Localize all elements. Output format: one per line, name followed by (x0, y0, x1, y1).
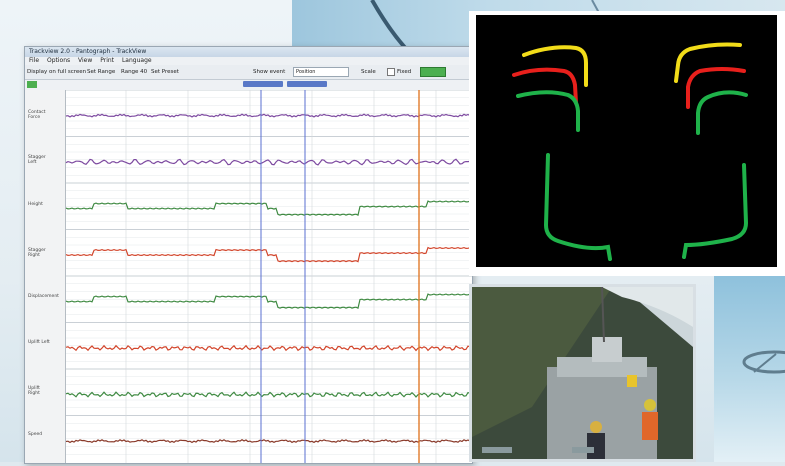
trace-line-4 (65, 293, 472, 309)
signal-traces (65, 90, 472, 463)
menu-view[interactable]: View (78, 57, 93, 64)
menu-language[interactable]: Language (121, 57, 152, 64)
channel-label: Uplift Right (28, 386, 40, 396)
channel-label-column: Contact Force Stagger Left Height Stagge… (25, 90, 66, 463)
green-marker-icon[interactable] (27, 81, 37, 88)
onboard-video-frame (469, 284, 696, 462)
camera-detection-panel (469, 11, 785, 276)
train-roof-video-graphic (472, 287, 693, 459)
green-lower-left (543, 153, 612, 261)
range-button[interactable]: Range 40 (121, 69, 148, 75)
menu-print[interactable]: Print (100, 57, 115, 64)
cursor-marker-button-1[interactable] (243, 81, 283, 87)
trace-line-3 (65, 246, 472, 263)
fullscreen-button[interactable]: Display on full screen (27, 69, 87, 75)
menu-bar: File Options View Print Language (25, 57, 472, 65)
fixed-label: Fixed (397, 69, 412, 75)
scale-label: Scale (361, 69, 376, 75)
red-contour-right (686, 67, 746, 109)
window-title-bar: Trackview 2.0 - Pantograph - TrackView (25, 47, 472, 57)
menu-file[interactable]: File (29, 57, 40, 64)
set-preset-button[interactable]: Set Preset (151, 69, 179, 75)
event-select[interactable]: Position (293, 67, 349, 77)
trace-line-5 (65, 344, 472, 352)
green-lower-right (682, 163, 749, 259)
camera-detection-view (476, 15, 777, 267)
fixed-checkbox[interactable] (387, 68, 395, 76)
channel-label: Stagger Left (28, 155, 46, 165)
trackview-window: Trackview 2.0 - Pantograph - TrackView F… (24, 46, 473, 464)
set-range-button[interactable]: Set Range (87, 69, 116, 75)
channel-label: Stagger Right (28, 248, 46, 258)
trace-line-2 (65, 200, 472, 216)
channel-label: Speed (28, 432, 43, 437)
menu-options[interactable]: Options (46, 57, 71, 64)
toolbar: Display on full screen Set Range Range 4… (25, 65, 472, 80)
trace-line-0 (65, 113, 472, 118)
green-contour-left (516, 90, 580, 132)
channel-label: Displacement (28, 294, 59, 299)
green-contour-right (696, 90, 748, 135)
trace-line-7 (65, 438, 472, 444)
show-event-button[interactable]: Show event (253, 69, 286, 75)
channel-label: Uplift Left (28, 340, 50, 345)
channel-label: Contact Force (28, 110, 46, 120)
pantograph-detection-graphic (512, 42, 749, 261)
yellow-contour-left (522, 45, 588, 87)
trace-line-1 (65, 158, 472, 166)
pantograph-photo-right (714, 276, 785, 462)
trace-line-6 (65, 391, 472, 398)
red-contour-left (512, 67, 578, 105)
pantograph-graphic (742, 350, 785, 374)
channel-label: Height (28, 202, 43, 207)
status-indicator (420, 67, 446, 77)
yellow-contour-right (674, 42, 742, 83)
window-title: Trackview 2.0 - Pantograph - TrackView (29, 48, 147, 55)
cursor-marker-button-2[interactable] (287, 81, 327, 87)
signal-plot-area[interactable]: Contact Force Stagger Left Height Stagge… (25, 90, 472, 463)
